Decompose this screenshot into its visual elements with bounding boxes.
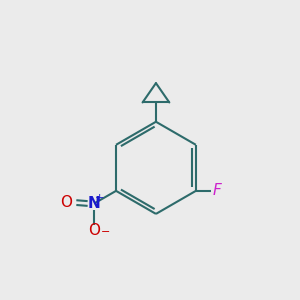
Text: F: F (212, 183, 221, 198)
Text: O: O (88, 223, 100, 238)
Text: −: − (101, 227, 110, 237)
Text: +: + (95, 193, 104, 203)
Text: N: N (88, 196, 100, 211)
Text: O: O (60, 195, 72, 210)
